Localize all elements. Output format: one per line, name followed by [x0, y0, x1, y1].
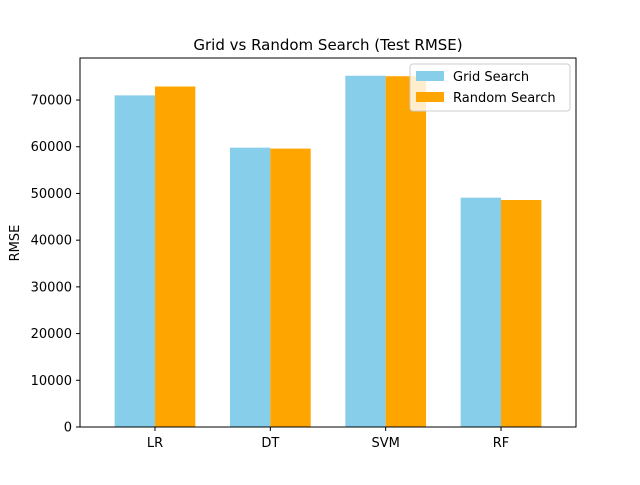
bar-rf-grid-search [460, 197, 502, 427]
y-tick-label-60000: 60000 [31, 140, 72, 155]
x-tick-label-lr: LR [147, 436, 163, 451]
y-tick-label-30000: 30000 [31, 280, 72, 295]
x-tick-label-dt: DT [261, 436, 279, 451]
bar-lr-grid-search [114, 95, 155, 427]
y-tick-label-70000: 70000 [31, 94, 72, 109]
bar-dt-grid-search [229, 147, 271, 427]
legend: Grid Search Random Search [409, 63, 571, 112]
y-tick-label-50000: 50000 [31, 187, 72, 202]
bar-rf-random-search [501, 199, 542, 427]
x-tick-label-svm: SVM [371, 436, 399, 451]
legend-box [409, 63, 571, 112]
bar-svm-grid-search [345, 75, 386, 428]
x-tick-label-rf: RF [493, 436, 510, 451]
legend-swatch-grid-search [416, 71, 444, 81]
y-axis-label: RMSE [8, 225, 23, 262]
legend-swatch-random-search [416, 92, 444, 102]
legend-label-grid-search: Grid Search [453, 70, 529, 85]
legend-label-random-search: Random Search [453, 91, 556, 106]
y-tick-label-20000: 20000 [31, 327, 72, 342]
bars-group [114, 75, 542, 428]
y-tick-label-0: 0 [64, 421, 72, 436]
axes-group: LR DT SVM RF 0 10000 20000 30000 40000 50000 60000… [31, 57, 577, 451]
bar-dt-random-search [270, 148, 311, 428]
bar-svm-random-search [385, 76, 427, 427]
plot-frame [79, 57, 577, 428]
bar-lr-random-search [154, 86, 196, 428]
y-tick-label-40000: 40000 [31, 234, 72, 249]
chart-title: Grid vs Random Search (Test RMSE) [193, 36, 462, 54]
y-tick-label-10000: 10000 [31, 374, 72, 389]
